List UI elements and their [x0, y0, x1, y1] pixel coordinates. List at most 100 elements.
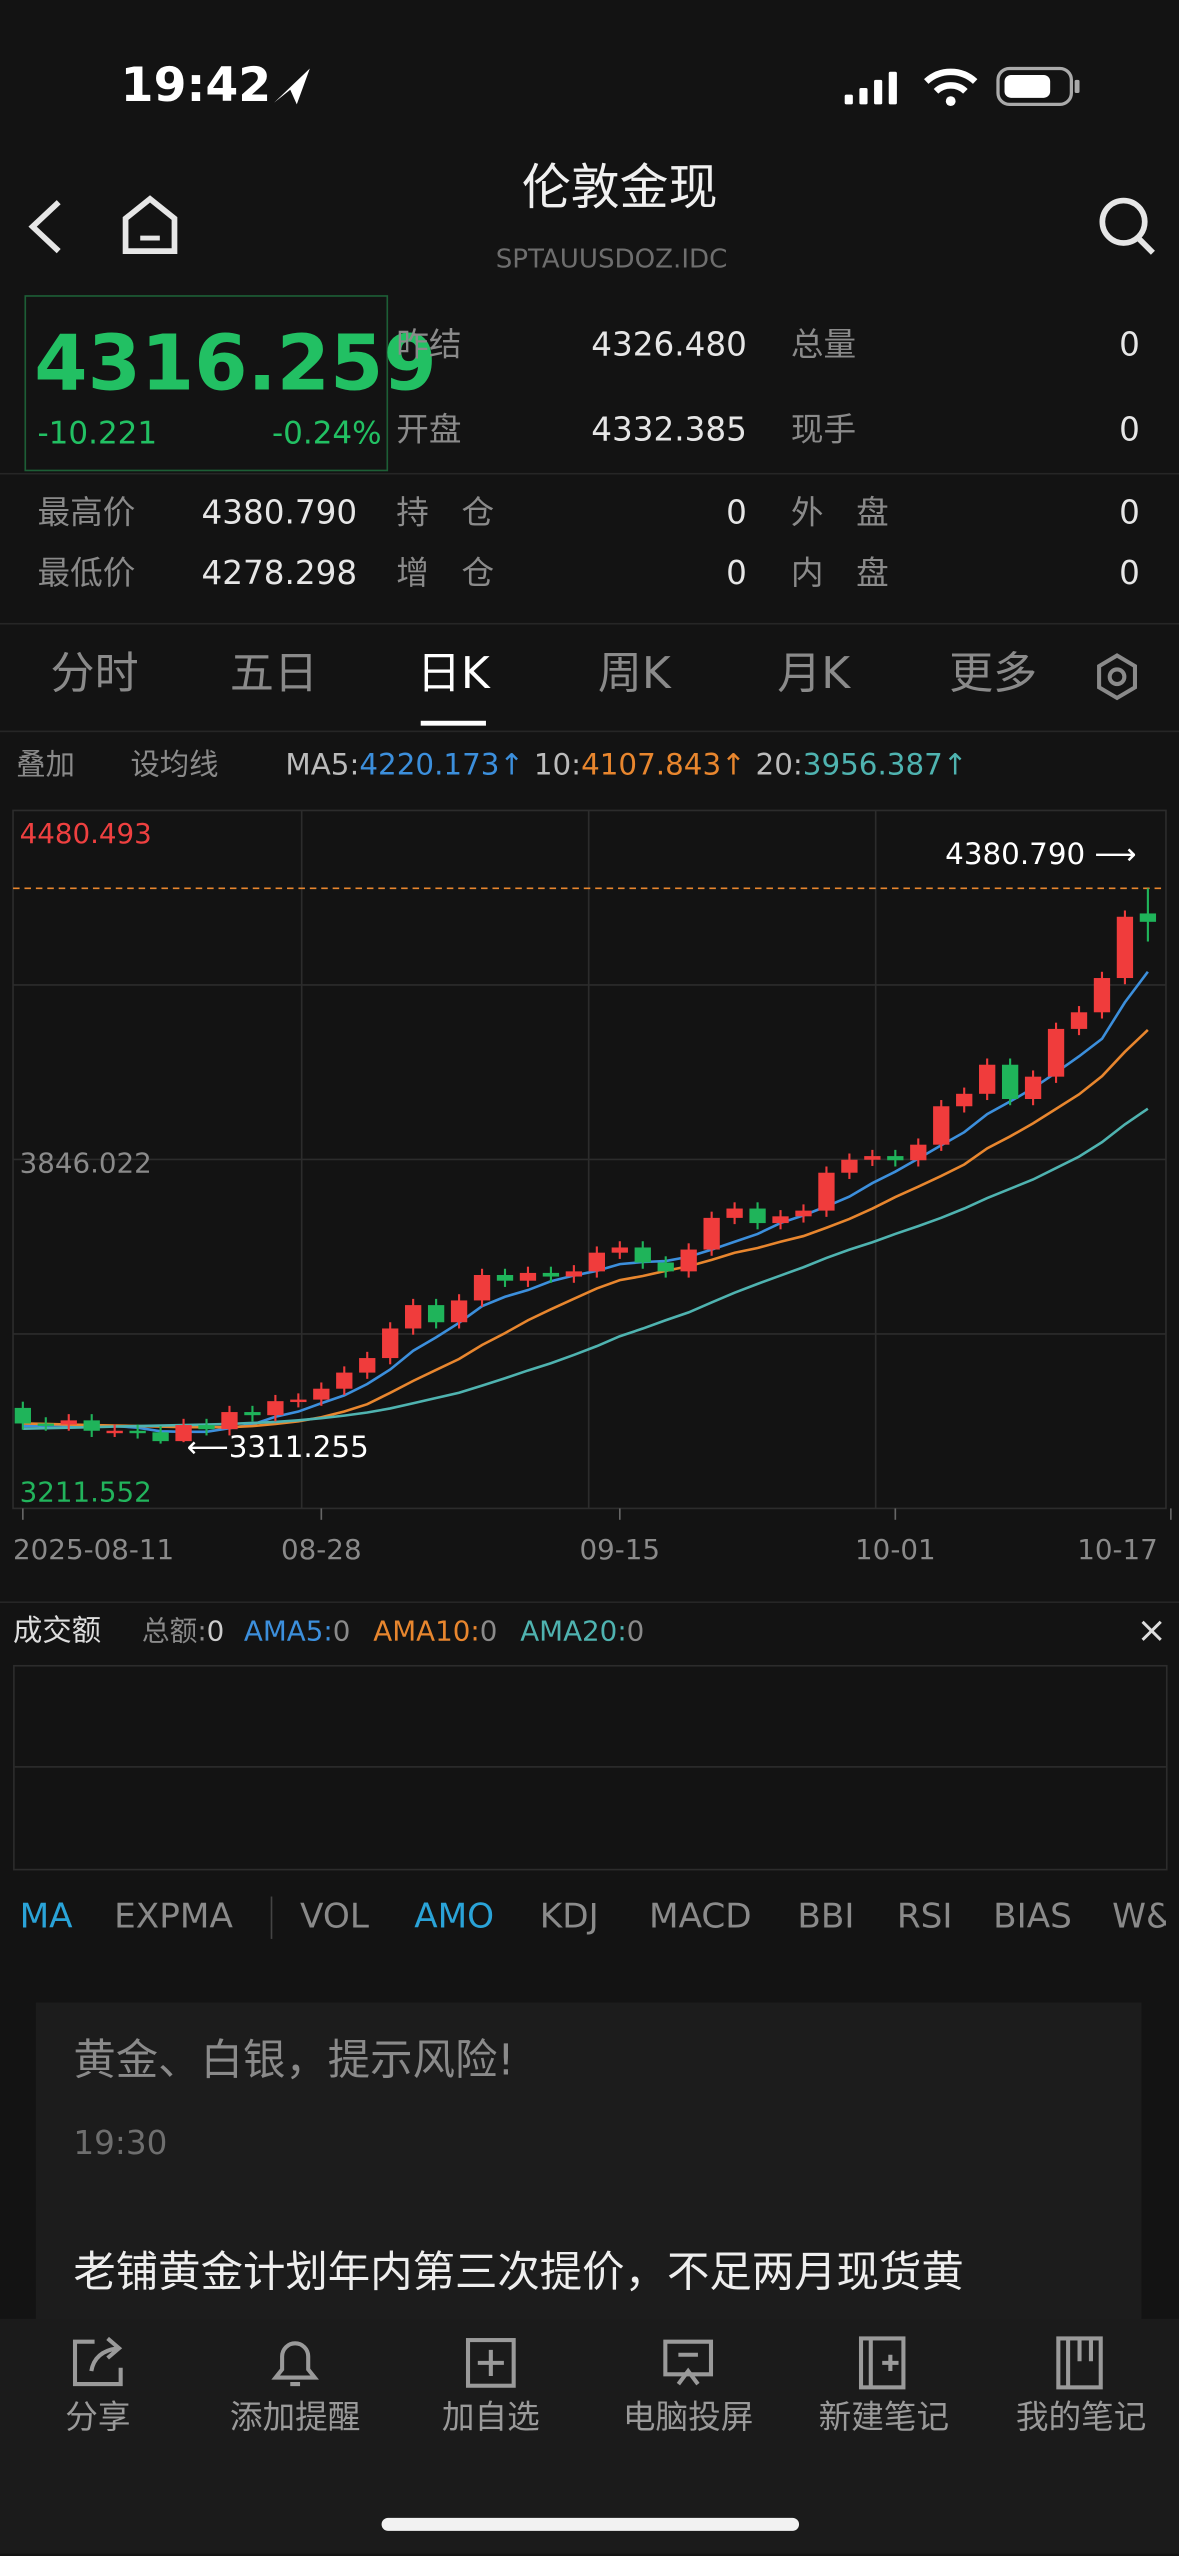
settings-button[interactable] [1089, 649, 1144, 704]
candle-body [267, 1401, 284, 1416]
ma-line [22, 970, 1149, 1434]
stat-label: 现手 [790, 409, 857, 449]
legend-trend: ↑ [499, 748, 525, 783]
legend-value: 0 [626, 1616, 645, 1649]
candle-body [244, 1412, 261, 1416]
news-card[interactable] [35, 2002, 1142, 2329]
candle-body [795, 1210, 812, 1217]
x-tick-label: 10-17 [1077, 1533, 1158, 1566]
indicator-tab[interactable]: RSI [896, 1896, 953, 1936]
close-button[interactable]: × [1136, 1611, 1167, 1652]
divider [0, 622, 1179, 625]
indicator-tab[interactable]: VOL [300, 1896, 369, 1936]
nav-item[interactable]: 我的笔记 [1015, 2397, 1147, 2437]
nav-item[interactable]: 新建笔记 [818, 2397, 950, 2437]
stat-label: 增 仓 [396, 552, 495, 592]
candle-body [405, 1305, 422, 1329]
candle-body [1024, 1076, 1042, 1099]
candle-body [910, 1144, 927, 1161]
candle-body [152, 1432, 169, 1442]
stat-value: 0 [1119, 552, 1140, 592]
candle-body [496, 1274, 514, 1281]
nav-icons [72, 2336, 1103, 2390]
indicator-overflow: W&R [1112, 1892, 1166, 1944]
home-button[interactable] [122, 195, 178, 254]
separator [270, 1896, 273, 1939]
candle-body [129, 1430, 146, 1434]
period-tab[interactable]: 周K [597, 649, 671, 700]
stat-value: 0 [1119, 324, 1140, 364]
indicator-tab[interactable]: BBI [797, 1896, 855, 1936]
candle-body [749, 1208, 766, 1224]
stat-value: 0 [1119, 409, 1140, 449]
candle-body [956, 1093, 973, 1107]
nav-item[interactable]: 添加提醒 [229, 2397, 361, 2437]
candle-body [864, 1156, 881, 1160]
period-tab[interactable]: 月K [777, 649, 851, 700]
stat-value: 4278.298 [201, 552, 358, 592]
candle-body [313, 1388, 330, 1400]
y-tick-label: 4480.493 [20, 817, 152, 850]
stat-value: 0 [726, 492, 747, 532]
candle-body [703, 1217, 720, 1250]
nav-item[interactable]: 加自选 [441, 2397, 540, 2437]
period-tab[interactable]: 更多 [949, 649, 1038, 700]
status-time: 19:42 [120, 57, 272, 113]
header-icons [28, 195, 1155, 255]
toolbar-button[interactable]: 叠加 [16, 748, 76, 783]
candle-body [542, 1272, 560, 1277]
candle-body [1070, 1012, 1088, 1029]
stat-value: 4380.790 [201, 492, 358, 532]
candle-body [83, 1420, 100, 1431]
stat-value: 0 [726, 552, 747, 592]
candle-body [1116, 916, 1134, 979]
min-price-label: ⟵3311.255 [187, 1430, 369, 1464]
price-change-pct: -0.24% [271, 415, 382, 452]
candle-body [519, 1272, 537, 1281]
y-tick-label: 3211.552 [20, 1476, 152, 1509]
stat-value: 4326.480 [591, 324, 747, 364]
ma-legend: MA5: 4220.173 ↑ 10: 4107.843 ↑ 20: 3956.387 ↑ [285, 748, 967, 783]
last-price: 4316.259 [34, 319, 437, 410]
indicator-tab[interactable]: W&R [1112, 1896, 1166, 1936]
search-button[interactable] [1099, 197, 1148, 246]
indicator-tab[interactable]: MA [19, 1896, 73, 1936]
candle-body [588, 1252, 605, 1272]
indicator-tab[interactable]: MACD [649, 1896, 752, 1936]
bottom-bar [0, 2318, 1179, 2554]
candle-body [841, 1159, 858, 1173]
indicator-tab[interactable]: KDJ [539, 1896, 599, 1936]
home-indicator [381, 2517, 800, 2531]
candle-body [1139, 913, 1157, 922]
candle-body [450, 1300, 468, 1323]
indicator-tab[interactable]: BIAS [993, 1896, 1072, 1936]
candle-body [290, 1399, 307, 1403]
stat-label: 最低价 [37, 552, 136, 592]
candle-body [1047, 1028, 1065, 1077]
x-tick-label: 09-15 [580, 1533, 661, 1566]
candle-body [60, 1420, 77, 1425]
period-tab[interactable]: 分时 [50, 649, 139, 700]
legend-name: 总额: [141, 1616, 207, 1649]
period-tab[interactable]: 日K [416, 649, 490, 700]
toolbar-button[interactable]: 设均线 [130, 748, 219, 783]
stat-label: 最高价 [37, 492, 136, 532]
candle-body [657, 1262, 674, 1272]
indicator-tab[interactable]: EXPMA [114, 1896, 233, 1936]
back-button[interactable] [28, 200, 61, 254]
volume-legend: 总额: 0 AMA5: 0 AMA10: 0 AMA20: 0 [141, 1616, 645, 1649]
news-title: 黄金、白银，提示风险! [73, 2036, 515, 2086]
status-icons [273, 66, 1080, 106]
nav-item[interactable]: 分享 [65, 2397, 131, 2437]
indicator-tab[interactable]: AMO [414, 1896, 495, 1936]
candle-body [1001, 1064, 1019, 1099]
legend-value: 0 [206, 1616, 225, 1649]
stat-label: 外 盘 [790, 492, 889, 532]
nav-item[interactable]: 电脑投屏 [622, 2397, 754, 2437]
period-tab[interactable]: 五日 [229, 649, 318, 700]
candle-body [634, 1247, 651, 1263]
x-tick-label: 10-01 [855, 1533, 936, 1566]
candle-body [726, 1208, 743, 1218]
legend-name: AMA10: [373, 1616, 480, 1649]
